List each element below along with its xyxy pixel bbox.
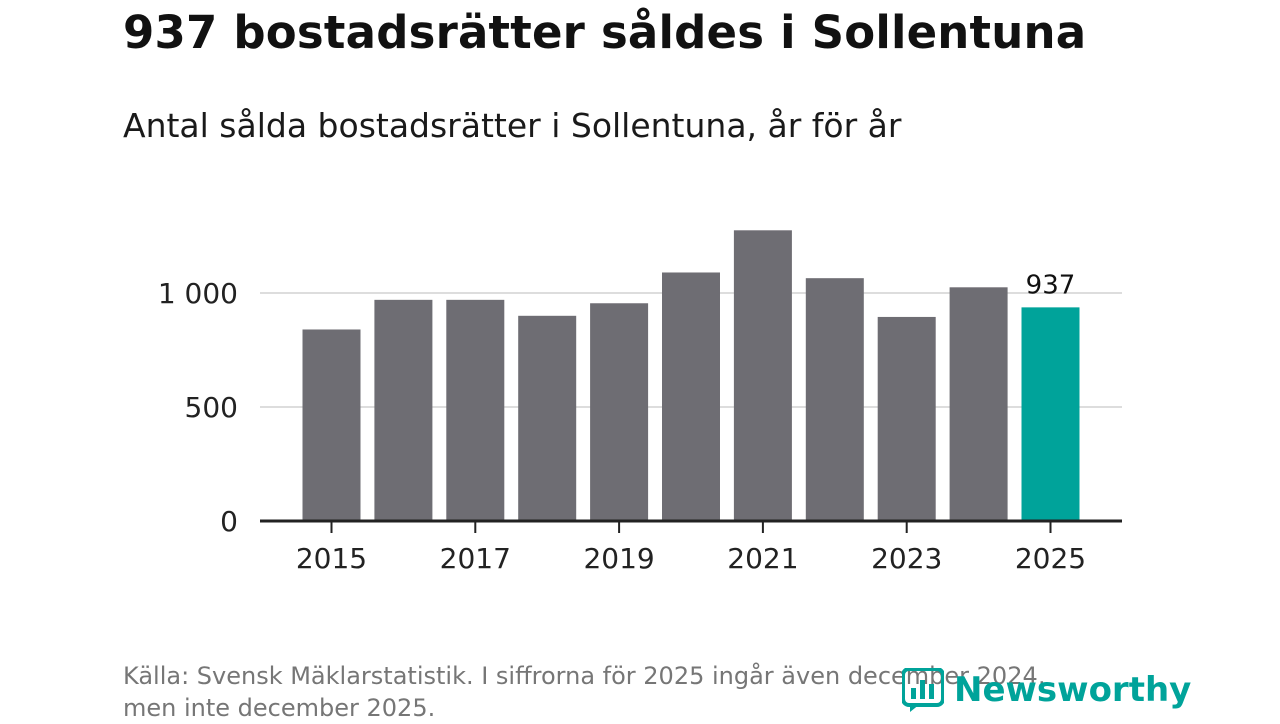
source-note: Källa: Svensk Mäklarstatistik. I siffror… [123, 660, 1113, 724]
source-line-2: men inte december 2025. [123, 694, 436, 722]
bar-2016 [374, 299, 433, 521]
bar-2018 [518, 315, 577, 521]
y-tick-label: 0 [220, 505, 238, 538]
bar-2021 [733, 230, 792, 522]
bar-2025 [1021, 307, 1080, 521]
bars [302, 230, 1080, 522]
y-tick-label: 500 [185, 391, 238, 424]
axes [260, 519, 1122, 533]
x-tick-label: 2025 [1015, 542, 1086, 575]
x-tick-label: 2023 [871, 542, 942, 575]
x-tick-label: 2021 [727, 542, 798, 575]
bar-2023 [877, 316, 936, 521]
newsworthy-logo: Newsworthy [902, 668, 1191, 712]
bar-2015 [302, 329, 361, 521]
data-label: 937 [1026, 270, 1076, 300]
chart-subtitle: Antal sålda bostadsrätter i Sollentuna, … [123, 106, 902, 145]
x-tick-label: 2017 [440, 542, 511, 575]
x-tick-label: 2015 [296, 542, 367, 575]
labels: 0 500 1 000 2015 2017 2019 2021 2023 2025 937 [158, 270, 1086, 575]
bar-chart-logo-icon [902, 668, 944, 712]
bar-2017 [446, 299, 505, 521]
logo-text: Newsworthy [954, 670, 1192, 710]
bar-2024 [949, 287, 1008, 521]
bar-2020 [662, 272, 720, 521]
bar-2022 [805, 278, 864, 521]
bar-chart: 0 500 1 000 2015 2017 2019 2021 2023 2025 937 [158, 230, 1122, 575]
x-tick-label: 2019 [583, 542, 654, 575]
y-tick-label: 1 000 [158, 277, 238, 310]
chart-title: 937 bostadsrätter såldes i Sollentuna [123, 6, 1087, 59]
source-line-1: Källa: Svensk Mäklarstatistik. I siffror… [123, 662, 1046, 690]
bar-2019 [590, 303, 649, 521]
